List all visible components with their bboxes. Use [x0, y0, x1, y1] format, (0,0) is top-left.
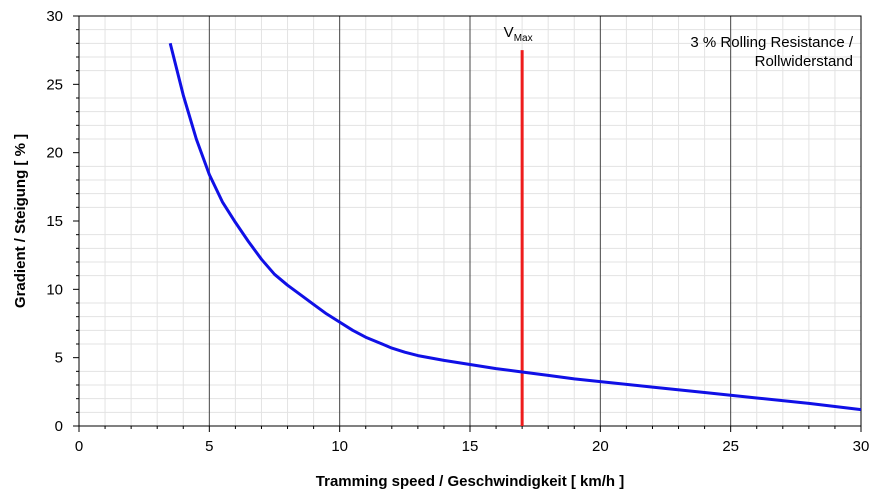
major-gridlines	[208, 16, 732, 426]
y-tick-label: 15	[46, 213, 63, 230]
x-tick-label: 30	[853, 438, 870, 455]
y-tick-label: 0	[55, 418, 63, 435]
y-axis-ticks	[73, 15, 79, 427]
y-tick-label: 20	[46, 145, 63, 162]
x-tick-label: 15	[462, 438, 479, 455]
x-axis-title: Tramming speed / Geschwindigkeit [ km/h …	[316, 473, 624, 490]
y-axis-title: Gradient / Steigung [ % ]	[12, 134, 29, 308]
y-tick-label: 10	[46, 281, 63, 298]
y-tick-label: 25	[46, 76, 63, 93]
x-tick-label: 10	[331, 438, 348, 455]
x-tick-label: 25	[722, 438, 739, 455]
x-axis-tick-labels: 0 5 10 15 20 25 30	[75, 438, 870, 455]
y-tick-label: 5	[55, 350, 63, 367]
annotation-line-1: 3 % Rolling Resistance /	[690, 34, 853, 51]
y-axis-tick-labels: 0 5 10 15 20 25 30	[46, 8, 63, 435]
x-tick-label: 0	[75, 438, 83, 455]
x-axis-ticks	[78, 426, 862, 432]
x-tick-label: 5	[205, 438, 213, 455]
x-tick-label: 20	[592, 438, 609, 455]
vmax-label: VMax	[504, 24, 533, 44]
y-tick-label: 30	[46, 8, 63, 25]
annotation-line-2: Rollwiderstand	[755, 53, 853, 70]
series-line	[168, 42, 862, 412]
